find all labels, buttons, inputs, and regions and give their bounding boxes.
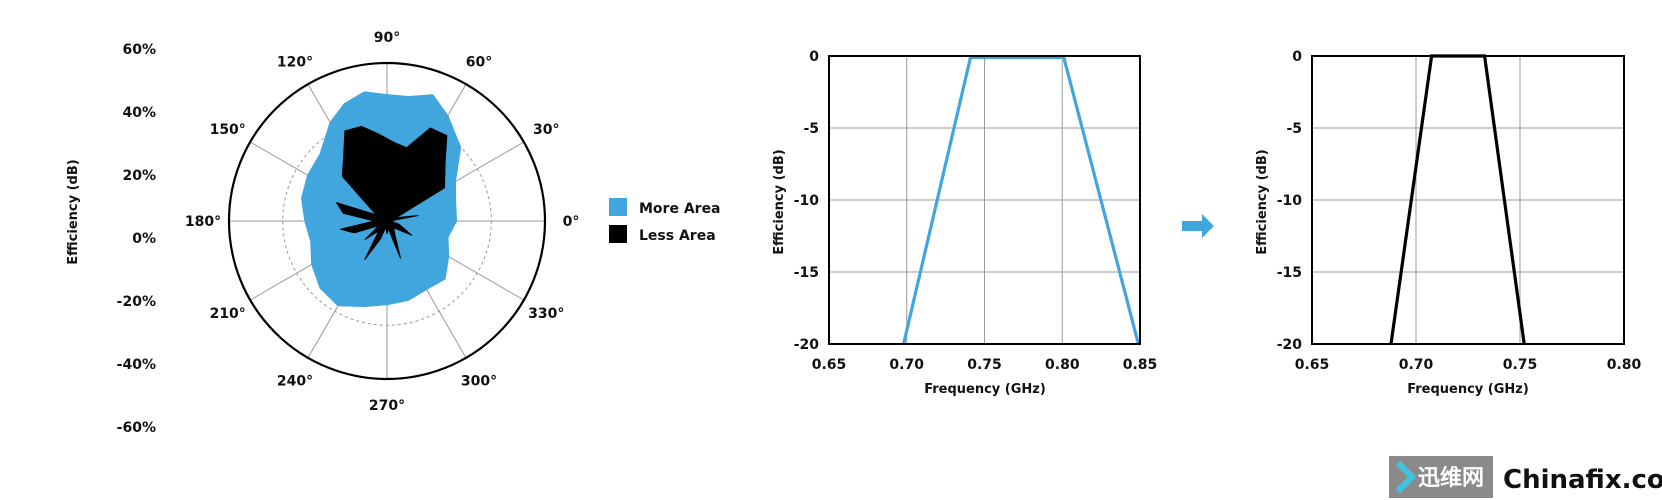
line-chart-1-series-line [902, 55, 1140, 345]
polar-angle-tick-label: 210° [210, 306, 246, 322]
polar-angle-tick-label: 120° [277, 55, 313, 71]
polar-radial-tick-labels: 60% 40% 20% 0% -20% -40% -60% [117, 42, 156, 436]
polar-angle-tick-label: 150° [210, 122, 246, 138]
line-chart-2-x-tick-label: 0.65 [1295, 357, 1330, 373]
polar-series-layer [301, 91, 462, 307]
line-chart-1-x-tick-label: 0.75 [967, 357, 1002, 373]
line-chart-2-y-tick-label: -15 [1277, 265, 1302, 281]
polar-angle-tick-label: 180° [185, 214, 221, 230]
polar-y-axis-label: Efficiency (dB) [66, 159, 81, 264]
line-chart-1-y-axis-label: Efficiency (dB) [772, 149, 787, 254]
watermark: 迅维网 Chinafix.com [1389, 456, 1662, 498]
line-chart-2-y-axis-label: Efficiency (dB) [1255, 149, 1270, 254]
line-chart-1-plot: 0.65 0.70 0.75 0.80 0.85 0 -5 -10 -15 -20 [794, 49, 1158, 373]
polar-radial-tick-label: -60% [117, 420, 156, 436]
right-arrow-icon [1182, 214, 1214, 238]
watermark-box [1389, 456, 1493, 498]
line-chart-1-x-tick-label: 0.65 [812, 357, 847, 373]
polar-series-less-area [336, 125, 448, 260]
polar-angle-tick-label: 270° [369, 398, 405, 414]
polar-angle-tick-label: 60° [466, 55, 492, 71]
legend-label-more-area: More Area [639, 201, 721, 217]
polar-angle-tick-label: 90° [374, 30, 400, 46]
polar-angle-tick-label: 0° [563, 214, 580, 230]
line-chart-1-y-tick-label: -5 [803, 121, 819, 137]
polar-frame [227, 61, 547, 381]
line-chart-2-x-axis-label: Frequency (GHz) [1407, 382, 1529, 397]
legend-swatch-more-area [609, 198, 627, 216]
line-chart-2-y-tick-label: 0 [1292, 49, 1302, 65]
polar-angle-tick-label: 30° [533, 122, 559, 138]
polar-chart: Efficiency (dB) 60%40%20%0%-20%-40%-60% … [66, 30, 579, 436]
line-chart-2-x-tick-label: 0.75 [1503, 357, 1538, 373]
line-chart-wide-band: Efficiency (dB) Frequency (GHz) 0.65 0.70… [772, 49, 1157, 397]
line-chart-2-x-tick-label: 0.70 [1399, 357, 1434, 373]
legend-label-less-area: Less Area [639, 228, 716, 244]
polar-radial-tick-label: 0% [132, 231, 156, 247]
line-chart-1-y-tick-label: -15 [794, 265, 819, 281]
watermark-brand-en: Chinafix.com [1503, 465, 1662, 495]
line-chart-2-y-tick-label: -5 [1286, 121, 1302, 137]
polar-angle-tick-label: 300° [461, 373, 497, 389]
line-chart-2-plot: 0.65 0.70 0.75 0.80 0 -5 -10 -15 -20 [1277, 49, 1642, 373]
line-chart-1-y-tick-label: -20 [794, 337, 820, 353]
line-chart-1-frame [828, 55, 1141, 345]
line-chart-2-y-tick-label: -10 [1277, 193, 1303, 209]
line-chart-1-x-axis-label: Frequency (GHz) [924, 382, 1046, 397]
line-chart-1-x-tick-label: 0.70 [889, 357, 924, 373]
line-chart-2-frame [1311, 55, 1625, 345]
watermark-brand-cn: 迅维网 [1418, 465, 1484, 491]
polar-outer-circle [227, 61, 547, 381]
polar-radial-tick-label: -40% [117, 357, 156, 373]
polar-radial-tick-label: 20% [122, 168, 156, 184]
polar-angle-tick-label: 240° [277, 373, 313, 389]
line-chart-1-y-tick-label: -10 [794, 193, 820, 209]
polar-angle-tick-label: 330° [528, 306, 564, 322]
legend: More Area Less Area [609, 198, 721, 244]
chevron-right-icon [1395, 460, 1417, 494]
legend-swatch-less-area [609, 225, 627, 243]
line-chart-1-y-tick-label: 0 [809, 49, 819, 65]
line-chart-1-x-tick-label: 0.80 [1045, 357, 1080, 373]
line-chart-2-x-tick-label: 0.80 [1607, 357, 1642, 373]
line-chart-narrow-band: Efficiency (dB) Frequency (GHz) 0.65 0.70… [1255, 49, 1642, 397]
line-chart-1-x-tick-label: 0.85 [1123, 357, 1158, 373]
polar-radial-tick-label: -20% [117, 294, 156, 310]
polar-radial-tick-label: 60% [122, 42, 156, 58]
polar-angle-tick-labels: 0° 30° 60° 90° 120° 150° 180° 210° 240° 270° 300° 3… [185, 30, 579, 414]
polar-radial-tick-label: 40% [122, 105, 156, 121]
line-chart-2-y-tick-label: -20 [1277, 337, 1303, 353]
